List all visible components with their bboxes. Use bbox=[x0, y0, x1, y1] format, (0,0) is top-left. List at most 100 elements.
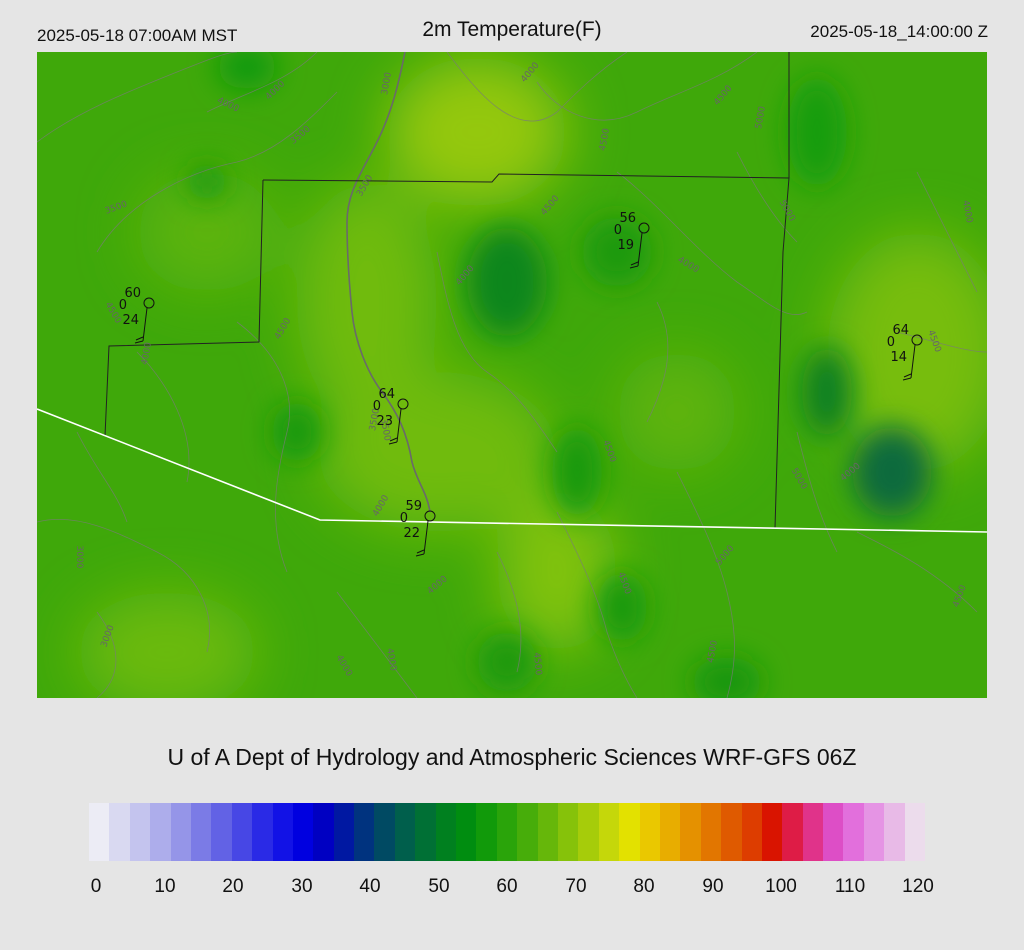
wind-barb bbox=[629, 232, 643, 269]
colorbar-swatch bbox=[150, 803, 171, 861]
temperature-map: 4000 4000 3000 4000 3500 3500 4500 4500 5000 3500… bbox=[37, 52, 987, 698]
station-temperature: 56 bbox=[619, 211, 636, 226]
contour-label: 3500 bbox=[368, 407, 382, 432]
station-dewpoint: 14 bbox=[890, 350, 907, 365]
colorbar-swatch bbox=[272, 803, 293, 861]
contour-label: 3500 bbox=[378, 418, 392, 443]
temperature-colorbar bbox=[89, 803, 926, 861]
colorbar-tick-label: 10 bbox=[154, 876, 176, 897]
colorbar-swatch bbox=[761, 803, 783, 861]
colorbar-tick-label: 30 bbox=[291, 876, 313, 897]
colorbar-swatch bbox=[374, 803, 395, 861]
station-temperature: 60 bbox=[124, 286, 141, 301]
colorbar-swatch bbox=[190, 803, 212, 861]
colorbar-swatch bbox=[863, 803, 885, 861]
colorbar-swatch bbox=[313, 803, 334, 861]
station-wind: 0 bbox=[373, 399, 381, 414]
colorbar-swatch bbox=[292, 803, 314, 861]
elevation-contours bbox=[37, 52, 987, 698]
station-dewpoint: 23 bbox=[376, 414, 393, 429]
colorbar-tick-label: 50 bbox=[428, 876, 450, 897]
local-time-label: 2025-05-18 07:00AM MST bbox=[37, 26, 238, 45]
colorbar-swatch bbox=[680, 803, 701, 861]
station-dewpoint: 19 bbox=[617, 238, 634, 253]
contour-label: 4000 bbox=[140, 341, 154, 366]
cool-areas bbox=[187, 52, 932, 698]
utc-time-label: 2025-05-18_14:00:00 Z bbox=[810, 22, 988, 41]
colorbar-swatch bbox=[619, 803, 640, 861]
colorbar-tick-label: 100 bbox=[765, 876, 797, 897]
colorbar-swatch bbox=[884, 803, 905, 861]
colorbar-swatch bbox=[415, 803, 436, 861]
colorbar-swatch bbox=[578, 803, 599, 861]
contour-label: 4000 bbox=[384, 648, 398, 673]
station-wind: 0 bbox=[887, 335, 895, 350]
colorbar-swatch bbox=[517, 803, 538, 861]
colorbar-swatch bbox=[802, 803, 824, 861]
station-circle bbox=[424, 510, 436, 522]
station-circle bbox=[143, 297, 155, 309]
colorbar-swatch bbox=[354, 803, 375, 861]
colorbar-swatch bbox=[659, 803, 681, 861]
station-dewpoint: 24 bbox=[122, 313, 139, 328]
station-dewpoint: 22 bbox=[403, 526, 420, 541]
map-title: 2m Temperature(F) bbox=[422, 18, 602, 41]
colorbar-swatch bbox=[823, 803, 844, 861]
colorbar-tick-label: 60 bbox=[496, 876, 518, 897]
colorbar-swatch bbox=[598, 803, 620, 861]
station-temperature: 64 bbox=[378, 387, 395, 402]
station-wind: 0 bbox=[614, 223, 622, 238]
colorbar-swatch bbox=[435, 803, 457, 861]
station-circle bbox=[397, 398, 409, 410]
colorbar-swatch bbox=[721, 803, 742, 861]
colorbar-tick-label: 120 bbox=[902, 876, 934, 897]
contour-label: 4500 bbox=[531, 652, 543, 676]
contour-label: 3000 bbox=[74, 546, 84, 569]
colorbar-tick-label: 80 bbox=[633, 876, 655, 897]
colorbar-swatch bbox=[557, 803, 579, 861]
colorbar-swatch bbox=[109, 803, 130, 861]
colorbar-tick-label: 20 bbox=[222, 876, 244, 897]
contour-label: 5000 bbox=[754, 105, 768, 130]
colorbar-tick-label: 110 bbox=[834, 876, 866, 897]
state-border bbox=[37, 408, 987, 533]
colorbar-swatch bbox=[456, 803, 477, 861]
contour-label: 4500 bbox=[598, 127, 612, 152]
wind-barb bbox=[415, 520, 429, 557]
colorbar-tick-label: 0 bbox=[90, 876, 102, 897]
colorbar-tick-label: 40 bbox=[359, 876, 381, 897]
colorbar-swatch bbox=[537, 803, 558, 861]
station-temperature: 64 bbox=[892, 323, 909, 338]
colorbar-swatch bbox=[394, 803, 416, 861]
wind-barb bbox=[902, 344, 916, 381]
contour-label: 4500 bbox=[706, 639, 720, 664]
colorbar-swatch bbox=[211, 803, 232, 861]
colorbar-swatch bbox=[782, 803, 803, 861]
station-temperature: 59 bbox=[405, 499, 422, 514]
contour-label: 3000 bbox=[380, 71, 394, 96]
colorbar-swatch bbox=[333, 803, 355, 861]
wind-barb bbox=[388, 408, 402, 445]
station-wind: 0 bbox=[119, 298, 127, 313]
colorbar-swatch bbox=[129, 803, 151, 861]
contour-label: 4000 bbox=[960, 200, 974, 225]
colorbar-tick-labels: 0 10 20 30 40 50 60 70 80 90 100 110 120 bbox=[0, 876, 1024, 900]
warm-areas bbox=[77, 57, 987, 698]
colorbar-swatch bbox=[700, 803, 722, 861]
colorbar-swatch bbox=[231, 803, 253, 861]
colorbar-swatch bbox=[843, 803, 864, 861]
boundary-lines bbox=[104, 52, 790, 529]
station-circle bbox=[911, 334, 923, 346]
wind-barb bbox=[134, 307, 148, 344]
colorbar-swatch bbox=[252, 803, 273, 861]
colorbar-swatch bbox=[496, 803, 518, 861]
colorbar-tick-label: 90 bbox=[702, 876, 724, 897]
river bbox=[346, 52, 431, 513]
